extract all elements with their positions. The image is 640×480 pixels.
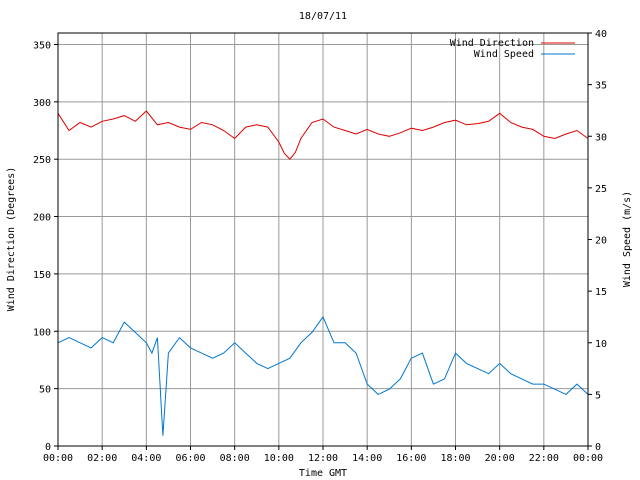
y-right-tick-label: 20 [595,236,607,247]
y-left-tick-label: 0 [45,442,51,453]
series-layer [57,110,589,436]
y-right-tick-label: 25 [595,184,607,195]
x-tick-label: 08:00 [220,453,250,464]
x-tick-label: 16:00 [396,453,426,464]
x-tick-label: 06:00 [175,453,205,464]
y-left-tick-label: 350 [33,40,51,51]
series-line-wind-speed [57,315,589,436]
y-left-tick-label: 50 [39,385,51,396]
legend-label-wind-direction: Wind Direction [450,38,534,49]
x-tick-label: 12:00 [308,453,338,464]
y-right-tick-label: 5 [595,390,601,401]
series-line-wind-direction [57,110,589,160]
legend: Wind Direction Wind Speed [450,38,575,60]
x-tick-label: 14:00 [352,453,382,464]
legend-label-wind-speed: Wind Speed [474,49,534,60]
x-tick-label: 18:00 [440,453,470,464]
x-tick-label: 00:00 [43,453,73,464]
y-right-tick-label: 40 [595,29,607,40]
y-right-tick-label: 15 [595,287,607,298]
x-tick-label: 22:00 [529,453,559,464]
y-left-tick-label: 300 [33,98,51,109]
y-left-tick-label: 200 [33,213,51,224]
x-tick-label: 02:00 [87,453,117,464]
x-tick-label: 10:00 [264,453,294,464]
y-right-tick-label: 35 [595,81,607,92]
x-tick-label: 00:00 [573,453,603,464]
y-left-tick-label: 150 [33,270,51,281]
tick-layer: 00:00 02:00 04:00 06:00 08:00 10:00 12:00 14:00… [33,29,607,464]
grid-layer [58,33,588,446]
x-axis-label: Time GMT [299,468,347,479]
y-left-tick-label: 100 [33,327,51,338]
x-tick-label: 20:00 [485,453,515,464]
y-axis-right-label: Wind Speed (m/s) [622,191,633,287]
y-right-tick-label: 0 [595,442,601,453]
y-right-tick-label: 30 [595,132,607,143]
chart-title: 18/07/11 [299,11,347,22]
y-left-tick-label: 250 [33,155,51,166]
x-tick-label: 04:00 [131,453,161,464]
y-axis-left-label: Wind Direction (Degrees) [6,167,17,312]
y-right-tick-label: 10 [595,339,607,350]
